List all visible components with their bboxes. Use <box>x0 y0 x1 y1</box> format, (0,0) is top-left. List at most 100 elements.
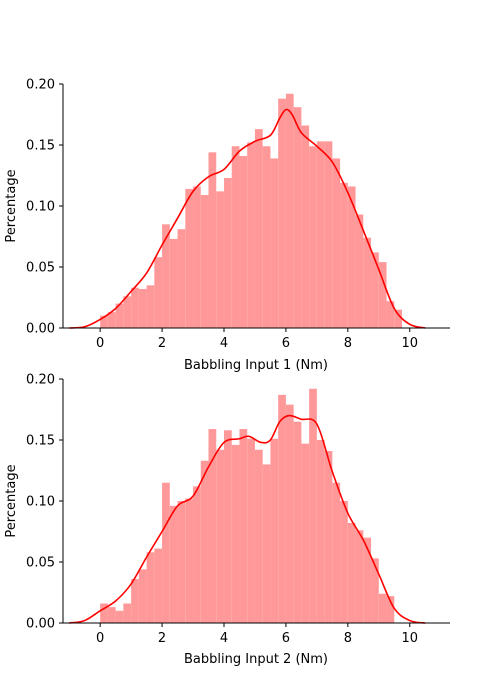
histogram-bar <box>231 146 240 328</box>
histogram-bar <box>270 438 279 623</box>
histogram-bar <box>340 182 348 328</box>
histogram-bar <box>169 238 178 328</box>
histogram-bar <box>316 440 325 623</box>
histogram-bar <box>285 404 294 623</box>
y-tick-label: 0.15 <box>26 139 55 154</box>
x-tick-label: 10 <box>401 336 418 351</box>
histogram-bar <box>355 530 364 623</box>
histogram-bar <box>378 262 387 328</box>
x-ticks-2: 0 2 4 6 8 10 <box>96 623 418 646</box>
histogram-bar <box>394 309 403 328</box>
y-tick-label: 0.20 <box>26 78 55 93</box>
histogram-bar <box>278 98 286 328</box>
y-tick-label: 0.10 <box>26 495 55 510</box>
y-tick-label: 0.05 <box>26 261 55 276</box>
histogram-bar <box>371 252 379 328</box>
histogram-bar <box>386 596 395 623</box>
histogram-bar <box>131 579 139 623</box>
histogram-bar <box>185 498 194 623</box>
y-tick-label: 0.20 <box>26 373 55 388</box>
histogram-bar <box>216 449 224 623</box>
histogram-bar <box>262 464 271 623</box>
histogram-bar <box>301 125 310 328</box>
x-axis-label-1: Babbling Input 1 (Nm) <box>184 358 328 373</box>
histogram-bar <box>293 107 302 329</box>
histogram-bar <box>386 301 395 328</box>
histogram-bar <box>208 152 217 328</box>
histogram-bar <box>355 214 364 328</box>
y-tick-label: 0.05 <box>26 556 55 571</box>
x-tick-label: 2 <box>158 631 166 646</box>
y-tick-label: 0.15 <box>26 434 55 449</box>
histogram-bar <box>371 558 379 623</box>
x-tick-label: 10 <box>401 631 418 646</box>
histogram-bar <box>378 593 387 623</box>
x-ticks-1: 0 2 4 6 8 10 <box>96 328 418 351</box>
histogram-bar <box>316 141 325 328</box>
histogram-bar <box>138 569 147 623</box>
kde-curve-1 <box>69 108 426 329</box>
y-tick-label: 0.00 <box>26 617 55 632</box>
histogram-bar <box>363 237 372 328</box>
x-tick-label: 8 <box>344 336 352 351</box>
histogram-bar <box>223 177 232 328</box>
histogram-bar <box>169 505 178 623</box>
x-tick-label: 8 <box>344 631 352 646</box>
histogram-bar <box>254 449 263 623</box>
histogram-bar <box>208 429 217 623</box>
histogram-bar <box>309 146 317 328</box>
histogram-bar <box>239 155 248 328</box>
histogram-bar <box>115 303 124 328</box>
histogram-bar <box>340 501 348 623</box>
histogram-bar <box>254 129 263 328</box>
histogram-bar <box>270 158 279 328</box>
histogram-bar <box>293 421 302 623</box>
histogram-bar <box>177 501 186 623</box>
histogram-bar <box>332 482 341 623</box>
histogram-panel-1: 0 2 4 6 8 10 0.00 0.05 0.10 0.15 0.20 Babbling In… <box>4 78 450 373</box>
histogram-bar <box>123 296 132 328</box>
histogram-bar <box>138 288 147 328</box>
histogram-bar <box>347 186 356 328</box>
y-ticks-2: 0.00 0.05 0.10 0.15 0.20 <box>26 373 63 632</box>
histogram-bar <box>146 285 155 328</box>
y-tick-label: 0.10 <box>26 200 55 215</box>
x-tick-label: 2 <box>158 336 166 351</box>
kde-curve-2 <box>69 414 426 624</box>
histogram-bar <box>146 552 155 623</box>
x-tick-label: 0 <box>96 336 104 351</box>
histogram-bar <box>193 186 201 328</box>
histogram-bar <box>347 522 356 623</box>
x-tick-label: 6 <box>282 631 290 646</box>
histogram-bar <box>200 460 209 623</box>
histogram-bar <box>162 482 170 623</box>
histogram-bar <box>177 229 186 328</box>
histogram-bar <box>107 312 116 328</box>
histogram-bar <box>239 429 248 623</box>
histogram-bar <box>193 486 201 623</box>
histogram-bar <box>131 287 139 328</box>
x-tick-label: 0 <box>96 631 104 646</box>
histogram-panel-2: 0 2 4 6 8 10 0.00 0.05 0.10 0.15 0.20 Babbling In… <box>4 373 450 667</box>
histogram-bar <box>278 394 286 623</box>
histogram-bar <box>247 142 255 328</box>
x-tick-label: 4 <box>220 336 228 351</box>
histogram-bar <box>162 224 170 328</box>
histogram-bar <box>309 388 317 623</box>
y-axis-label-1: Percentage <box>4 169 19 242</box>
x-tick-label: 6 <box>282 336 290 351</box>
y-axis-label-2: Percentage <box>4 464 19 537</box>
y-ticks-1: 0.00 0.05 0.10 0.15 0.20 <box>26 78 63 337</box>
histogram-bar <box>154 548 163 623</box>
histogram-bar <box>332 158 341 328</box>
histogram-bar <box>247 438 255 623</box>
histogram-bar <box>123 603 132 623</box>
histogram-bar <box>324 141 333 328</box>
histogram-bar <box>262 146 271 328</box>
histogram-bar <box>285 93 294 328</box>
histogram-bar <box>107 607 116 623</box>
histogram-bar <box>100 315 108 328</box>
histogram-bars-1 <box>100 93 403 329</box>
x-axis-label-2: Babbling Input 2 (Nm) <box>184 652 328 667</box>
